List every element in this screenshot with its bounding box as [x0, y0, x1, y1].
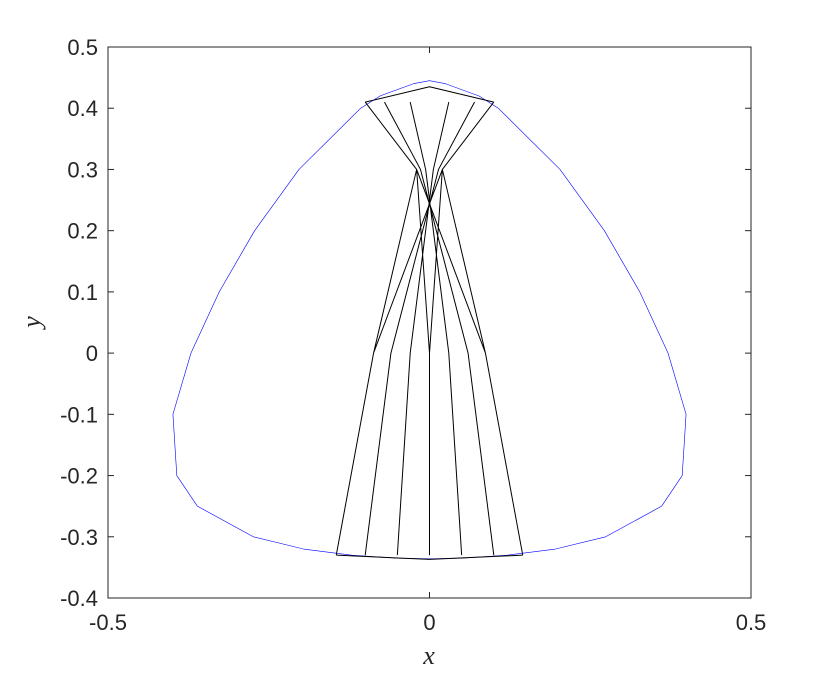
trajectory [335, 86, 524, 560]
y-tick-label: 0.4 [67, 96, 98, 121]
y-tick-label: 0.2 [67, 219, 98, 244]
y-tick-label: 0.5 [67, 35, 98, 60]
trajectory [172, 80, 687, 560]
y-tick-label: 0 [86, 341, 98, 366]
y-tick-label: 0.3 [67, 157, 98, 182]
y-tick-label: 0.1 [67, 280, 98, 305]
x-tick-label: 0 [423, 610, 435, 635]
x-tick-label: 0.5 [736, 610, 767, 635]
x-tick-label: -0.5 [89, 610, 127, 635]
y-tick-label: -0.3 [60, 525, 98, 550]
y-tick-label: -0.2 [60, 464, 98, 489]
x-axis-label: x [422, 641, 435, 670]
y-axis-label: y [17, 316, 46, 331]
y-tick-label: -0.4 [60, 586, 98, 611]
y-tick-label: -0.1 [60, 402, 98, 427]
